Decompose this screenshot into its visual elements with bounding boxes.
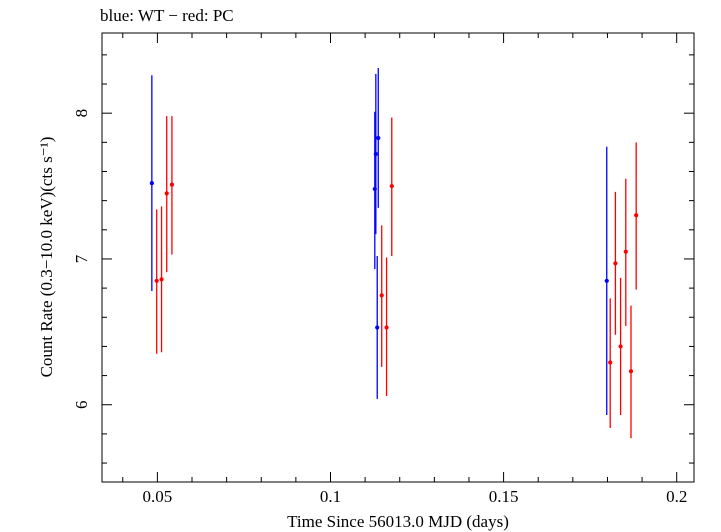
data-point — [379, 293, 384, 298]
data-point — [604, 278, 609, 283]
data-point — [634, 213, 639, 218]
data-point — [618, 344, 623, 349]
data-point — [159, 277, 164, 282]
plot-frame — [101, 32, 695, 483]
x-tick-label: 0.2 — [666, 487, 687, 506]
data-point — [623, 249, 628, 254]
x-tick-label: 0.05 — [143, 487, 173, 506]
y-tick-label: 8 — [72, 109, 91, 118]
data-point — [389, 183, 394, 189]
data-point — [608, 360, 613, 365]
data-point — [384, 325, 389, 330]
data-points — [149, 67, 639, 439]
data-point — [169, 182, 175, 187]
data-point — [154, 278, 159, 283]
y-tick-label: 7 — [72, 254, 91, 263]
data-point — [149, 181, 154, 186]
y-tick-label: 6 — [72, 400, 91, 409]
data-point — [375, 325, 380, 330]
data-point — [373, 151, 378, 157]
x-tick-label: 0.1 — [320, 487, 341, 506]
y-axis-label: Count Rate (0.3−10.0 keV)(cts s⁻¹) — [37, 137, 56, 378]
data-point — [164, 191, 169, 196]
chart-title: blue: WT − red: PC — [100, 6, 234, 25]
data-point — [376, 135, 381, 141]
data-point — [613, 261, 618, 266]
x-axis-label: Time Since 56013.0 MJD (days) — [287, 512, 509, 531]
data-point — [628, 369, 634, 374]
x-tick-label: 0.15 — [489, 487, 519, 506]
axis-ticks: 0.05 0.1 0.15 0.2 6 7 8 — [72, 33, 694, 506]
